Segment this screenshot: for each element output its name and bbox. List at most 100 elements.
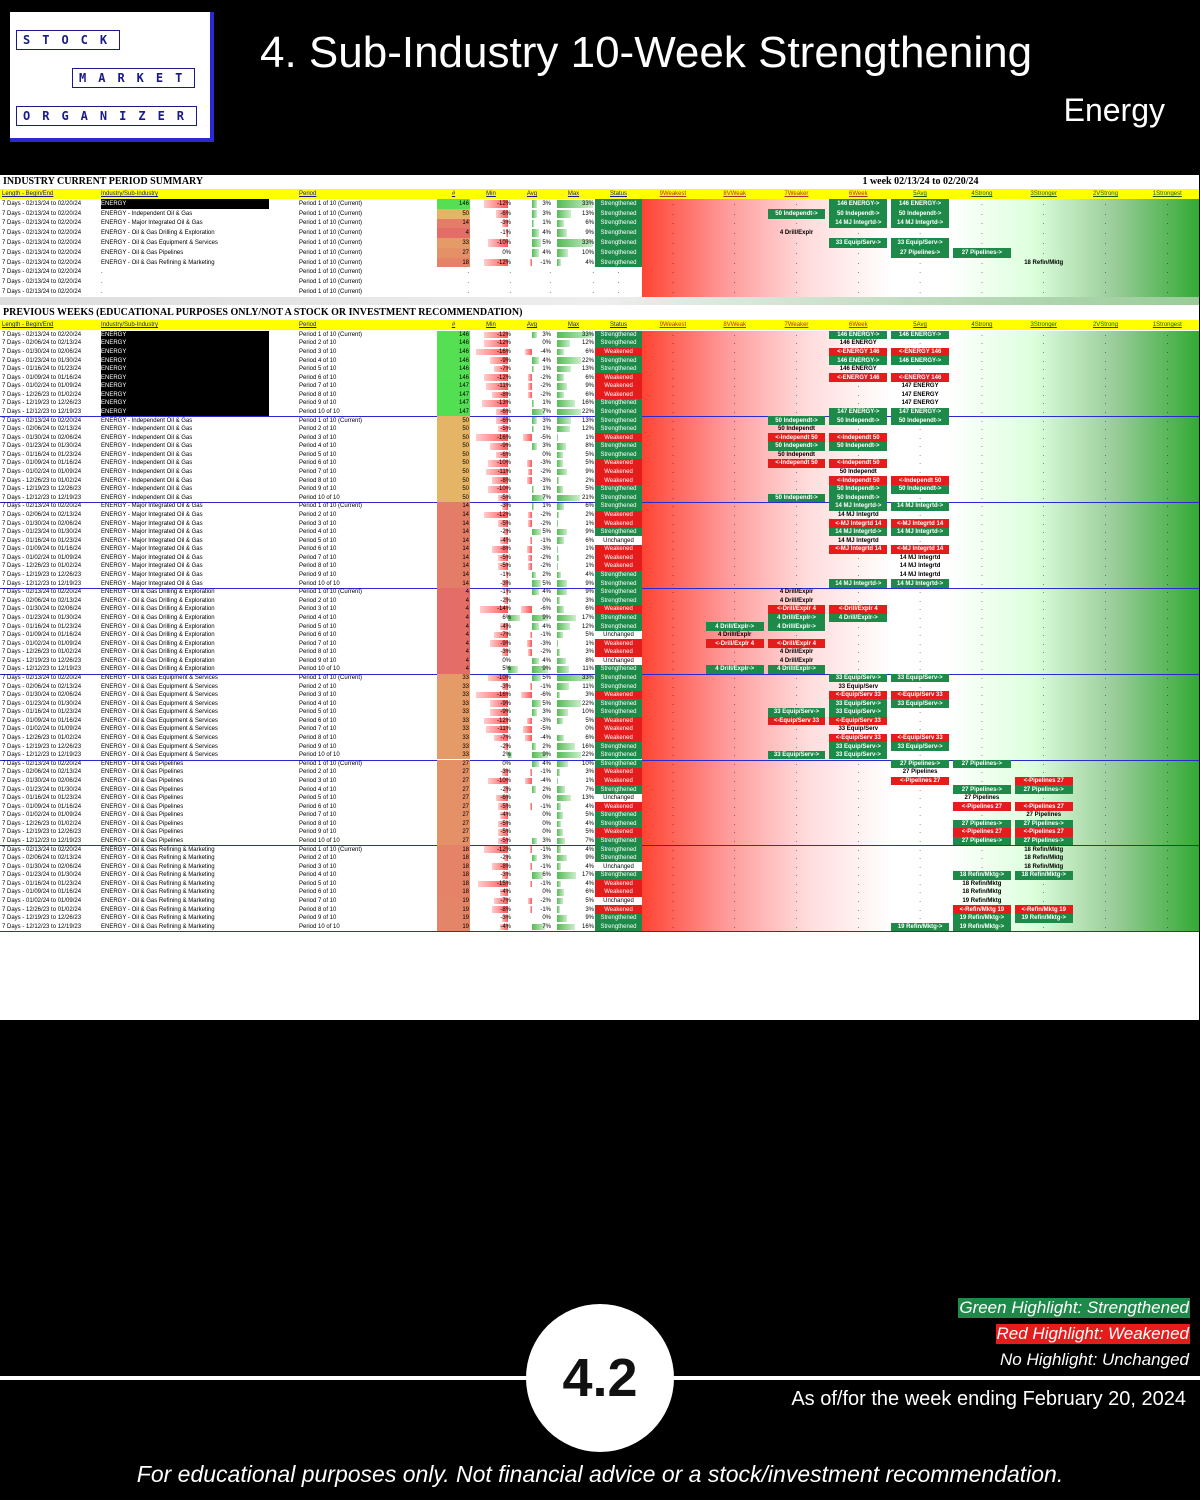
industry-cell: ENERGY - Independent Oil & Gas [101, 460, 193, 467]
min-cell: 5% [502, 666, 511, 673]
length-cell: 7 Days - 02/13/24 to 02/20/24 [2, 220, 82, 227]
data-bar [557, 614, 576, 622]
rank-cell: . [1042, 743, 1045, 750]
rank-cell: . [795, 838, 798, 844]
rank-cell: <-Independt 50 [829, 459, 888, 468]
rank-cell: . [672, 200, 674, 207]
rank-cell: . [795, 743, 798, 750]
rank-cell: . [1166, 383, 1169, 390]
rank-cell: <-MJ Integrtd 14 [829, 519, 888, 528]
industry-cell: ENERGY - Oil & Gas Equipment & Services [101, 700, 218, 707]
rank-cell: . [1042, 417, 1045, 424]
rank-cell: . [733, 520, 736, 527]
avg-cell: 3% [542, 210, 551, 217]
count-cell: 33 [437, 742, 470, 751]
count-cell: 14 [437, 570, 470, 580]
rank-cell: . [1166, 855, 1169, 862]
data-bar [557, 829, 563, 836]
rank-cell: . [1104, 269, 1107, 276]
max-cell: . [592, 269, 594, 276]
min-cell: -11% [497, 383, 511, 390]
max-cell: 2% [585, 477, 594, 484]
rank-cell: . [795, 269, 798, 276]
data-bar [532, 674, 541, 682]
length-cell: 7 Days - 01/30/24 to 02/06/24 [2, 348, 82, 355]
rank-cell: . [981, 683, 983, 690]
rank-cell: . [981, 331, 983, 338]
avg-cell: 0% [542, 597, 551, 604]
rank-cell: . [981, 743, 983, 750]
data-bar [557, 631, 563, 639]
industry-cell: ENERGY [101, 199, 269, 209]
rank-cell: . [919, 443, 921, 450]
avg-cell: 9% [542, 666, 551, 673]
length-cell: 7 Days - 02/13/24 to 02/20/24 [2, 259, 82, 266]
rank-cell: . [1166, 494, 1169, 501]
rank-cell: . [1166, 614, 1169, 621]
rank-cell: . [1042, 357, 1045, 364]
rank-cell: 19 Refin/Mktg [962, 898, 1002, 905]
max-cell: 6% [585, 735, 594, 742]
rank-cell: . [1166, 838, 1169, 844]
length-cell: 7 Days - 02/13/24 to 02/20/24 [2, 239, 82, 246]
rank-cell: . [795, 692, 798, 699]
rank-cell: . [795, 786, 798, 793]
min-cell: -12% [496, 511, 511, 518]
rank-cell: . [733, 279, 736, 286]
rank-cell: 50 Independt-> [767, 442, 826, 451]
data-bar [532, 700, 541, 708]
min-cell: -12% [496, 374, 511, 381]
rank-cell: . [1042, 898, 1045, 905]
rank-cell: . [857, 777, 860, 784]
length-cell: 7 Days - 01/23/24 to 01/30/24 [2, 614, 82, 621]
rank-cell: . [795, 580, 798, 587]
data-bar [526, 546, 532, 553]
data-bar [532, 709, 538, 716]
count-cell: 33 [437, 733, 470, 743]
rank-cell: . [1166, 692, 1169, 699]
max-cell: 9% [585, 469, 594, 476]
rank-cell: . [1166, 572, 1169, 579]
count-cell: 50 [437, 433, 470, 443]
data-bar [557, 485, 563, 493]
rank-cell: . [795, 400, 798, 407]
rank-cell: . [672, 632, 674, 639]
count-cell: 19 [437, 896, 470, 906]
rank-cell: . [919, 846, 921, 853]
avg-cell: -2% [540, 374, 551, 381]
rank-cell: . [733, 657, 736, 664]
rank-cell: . [672, 269, 674, 276]
rank-cell: . [1104, 383, 1107, 390]
min-cell: -16% [496, 692, 511, 699]
rank-cell: . [733, 863, 736, 870]
rank-cell: . [1042, 572, 1045, 579]
rank-cell: <-Refin/Mktg 19 [1014, 905, 1073, 914]
period-cell: Period 4 of 10 [299, 529, 337, 536]
rank-cell: . [795, 674, 798, 681]
rank-cell: . [733, 906, 736, 913]
status-cell: Weakened [595, 647, 642, 658]
rank-cell: . [1166, 717, 1169, 724]
avg-cell: 1% [542, 486, 551, 493]
data-bar [557, 657, 566, 665]
avg-cell: 2% [542, 786, 551, 793]
rank-cell: . [733, 469, 736, 476]
count-cell: 146 [437, 339, 470, 348]
rank-cell: . [733, 580, 736, 587]
rank-cell: . [672, 451, 674, 458]
status-cell: Strengthened [595, 853, 642, 864]
rank-cell: <-Equip/Serv 33 [829, 690, 888, 700]
min-cell: -4% [500, 812, 511, 819]
rank-cell: . [981, 580, 983, 587]
rank-cell: . [733, 383, 736, 390]
rank-cell: . [1104, 674, 1107, 681]
rank-cell: 18 Refin/Mktg-> [953, 871, 1011, 880]
max-cell: 0% [585, 726, 594, 733]
count-cell: 50 [437, 424, 470, 434]
rank-cell: . [672, 486, 674, 493]
period-cell: Period 6 of 10 [299, 632, 337, 639]
column-header: 9Weakest [659, 322, 687, 328]
avg-cell: 3% [542, 331, 551, 338]
period-cell: Period 1 of 10 (Current) [299, 503, 363, 510]
max-cell: 8% [585, 443, 594, 450]
